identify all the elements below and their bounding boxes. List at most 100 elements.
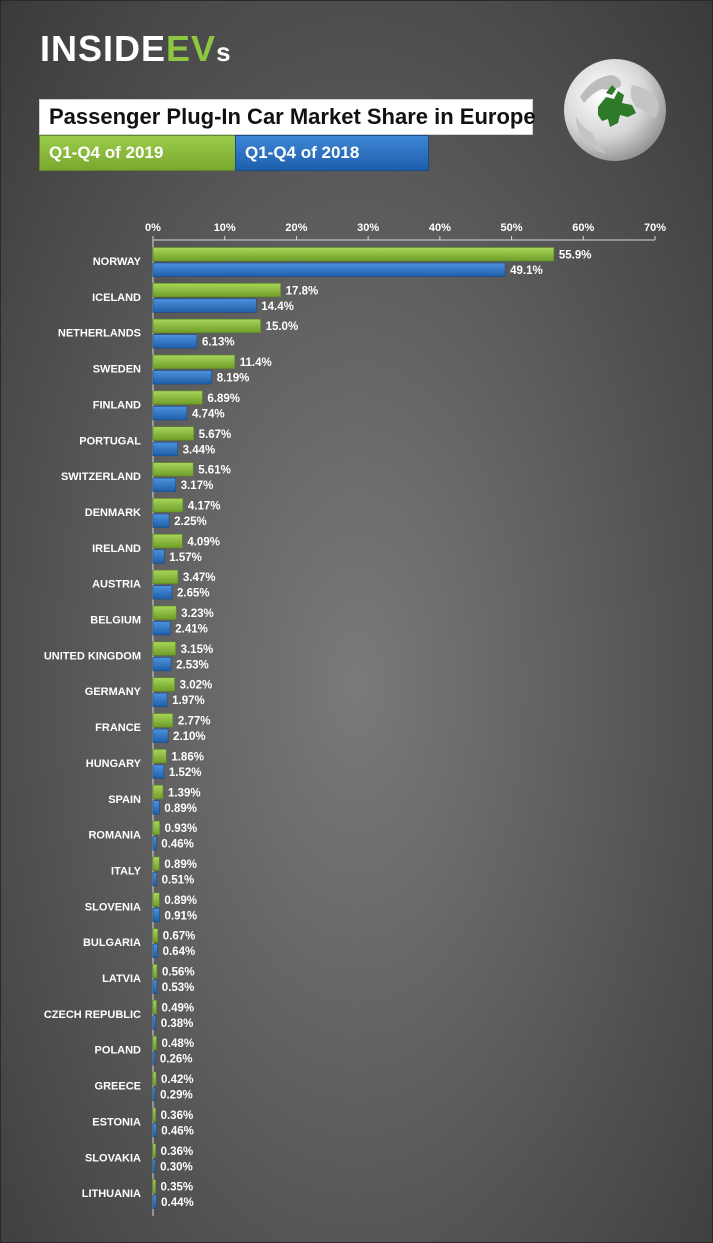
data-label: 55.9%: [559, 250, 592, 262]
category-label: AUSTRIA: [92, 579, 141, 591]
bar-2018: [152, 406, 188, 421]
data-label: 2.41%: [175, 624, 208, 636]
bar-2019: [152, 354, 236, 369]
data-label: 0.49%: [162, 1002, 195, 1014]
bar-2019: [152, 713, 174, 728]
data-label: 4.09%: [187, 536, 220, 548]
category-label: DENMARK: [85, 507, 141, 519]
data-label: 0.35%: [161, 1182, 194, 1194]
bar-2019: [152, 856, 160, 871]
category-label: NORWAY: [93, 256, 142, 268]
category-label: FRANCE: [95, 722, 141, 734]
data-label: 49.1%: [510, 265, 543, 277]
bar-2018: [152, 513, 170, 528]
category-label: SLOVENIA: [85, 901, 141, 913]
category-label: LATVIA: [102, 973, 141, 985]
data-label: 0.51%: [162, 874, 195, 886]
x-tick-label: 40%: [429, 222, 451, 234]
bar-2018: [152, 872, 157, 887]
data-label: 0.48%: [161, 1038, 194, 1050]
data-label: 0.26%: [160, 1054, 193, 1066]
bar-2018: [152, 370, 213, 385]
data-label: 17.8%: [286, 285, 319, 297]
bar-2019: [152, 462, 194, 477]
bar-2019: [152, 283, 281, 298]
data-label: 15.0%: [266, 321, 299, 333]
data-label: 1.52%: [169, 767, 202, 779]
category-label: SWITZERLAND: [61, 471, 141, 483]
data-label: 0.38%: [161, 1018, 194, 1030]
legend-2019: Q1-Q4 of 2019: [39, 135, 237, 171]
bar-2019: [152, 641, 176, 656]
category-label: IRELAND: [92, 543, 141, 555]
bar-2019: [152, 784, 164, 800]
category-label: GREECE: [95, 1081, 141, 1093]
bar-2018: [152, 262, 506, 277]
data-label: 0.91%: [165, 910, 198, 922]
bar-2018: [152, 657, 172, 672]
bar-2018: [152, 1123, 157, 1138]
data-label: 0.89%: [164, 895, 197, 907]
bar-2019: [152, 569, 179, 584]
category-label: NETHERLANDS: [58, 328, 141, 340]
data-label: 0.64%: [163, 946, 196, 958]
legend-2018: Q1-Q4 of 2018: [235, 135, 429, 171]
bar-2018: [152, 1194, 157, 1209]
category-label: ROMANIA: [88, 830, 141, 842]
category-label: GERMANY: [85, 686, 142, 698]
category-label: HUNGARY: [86, 758, 142, 770]
bar-2019: [152, 247, 555, 262]
bar-2018: [152, 585, 173, 600]
data-label: 3.02%: [180, 680, 213, 692]
bar-2018: [152, 549, 165, 564]
category-label: UNITED KINGDOM: [44, 650, 141, 662]
data-label: 0.46%: [161, 1125, 194, 1137]
category-label: SLOVAKIA: [85, 1152, 141, 1164]
data-label: 0.30%: [160, 1161, 193, 1173]
category-label: ICELAND: [92, 292, 141, 304]
bar-2019: [152, 533, 183, 549]
category-label: SPAIN: [108, 794, 141, 806]
data-label: 4.74%: [192, 408, 225, 420]
bar-2019: [152, 1035, 157, 1050]
data-label: 6.13%: [202, 337, 235, 349]
europe-globe-icon: [564, 59, 666, 161]
data-label: 0.36%: [161, 1146, 194, 1158]
bar-2018: [152, 764, 165, 779]
bar-2019: [152, 426, 194, 441]
category-label: LITHUANIA: [82, 1188, 141, 1200]
bar-2018: [152, 441, 178, 457]
bar-2018: [152, 1158, 156, 1174]
data-label: 0.89%: [164, 803, 197, 815]
data-label: 0.36%: [161, 1110, 194, 1122]
bar-2019: [152, 928, 159, 943]
data-label: 4.17%: [188, 500, 221, 512]
x-tick-label: 50%: [501, 222, 523, 234]
bar-2019: [152, 677, 175, 692]
data-label: 3.44%: [183, 444, 216, 456]
data-label: 2.65%: [177, 588, 210, 600]
x-tick-label: 10%: [214, 222, 236, 234]
bar-2018: [152, 1015, 157, 1030]
category-label: SWEDEN: [93, 364, 141, 376]
data-label: 0.44%: [161, 1197, 194, 1209]
bar-2019: [152, 820, 160, 835]
category-label: CZECH REPUBLIC: [44, 1009, 141, 1021]
bar-2019: [152, 1179, 156, 1194]
category-label: POLAND: [95, 1045, 142, 1057]
data-label: 14.4%: [261, 301, 294, 313]
data-label: 6.89%: [207, 393, 240, 405]
data-label: 3.23%: [181, 608, 214, 620]
category-label: ITALY: [111, 865, 142, 877]
data-label: 0.46%: [161, 839, 194, 851]
x-tick-label: 0%: [145, 222, 161, 234]
bar-2018: [152, 1087, 156, 1102]
bar-2018: [152, 800, 160, 815]
bar-2019: [152, 498, 184, 513]
bar-2018: [152, 836, 157, 851]
data-label: 11.4%: [240, 357, 272, 369]
data-label: 0.56%: [162, 967, 195, 979]
category-label: PORTUGAL: [79, 435, 141, 447]
category-label: BULGARIA: [83, 937, 141, 949]
category-label: ESTONIA: [92, 1116, 141, 1128]
